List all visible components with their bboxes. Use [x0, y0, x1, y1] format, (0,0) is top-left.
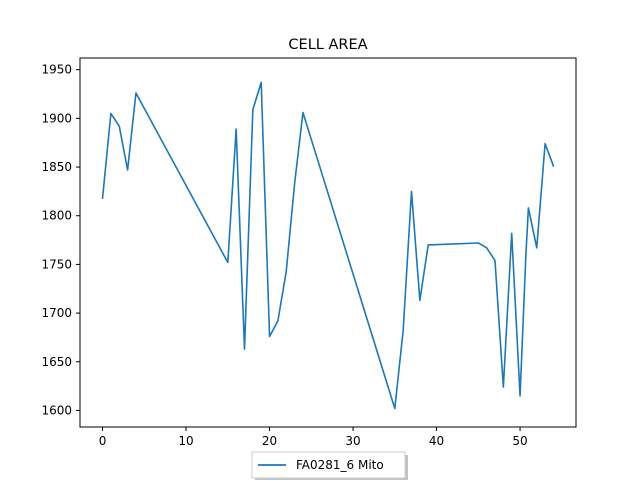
x-tick-label: 20 [262, 434, 277, 448]
x-tick-label: 10 [178, 434, 193, 448]
x-tick-label: 40 [429, 434, 444, 448]
legend-label: FA0281_6 Mito [296, 458, 384, 472]
y-tick-label: 1700 [41, 306, 72, 320]
y-tick-label: 1800 [41, 209, 72, 223]
y-tick-label: 1850 [41, 160, 72, 174]
y-tick-label: 1900 [41, 111, 72, 125]
y-axis: 1600 1650 1700 1750 1800 1850 1900 1950 [41, 63, 80, 417]
legend: FA0281_6 Mito [251, 451, 408, 480]
series-layer [101, 81, 555, 410]
chart-title: CELL AREA [288, 37, 367, 53]
series-line-0 [101, 81, 555, 410]
x-axis: 0 10 20 30 40 50 [99, 427, 528, 448]
y-tick-label: 1950 [41, 63, 72, 77]
y-tick-label: 1750 [41, 257, 72, 271]
x-tick-label: 50 [512, 434, 527, 448]
y-tick-label: 1650 [41, 355, 72, 369]
x-tick-label: 0 [99, 434, 107, 448]
plot-frame [79, 57, 577, 428]
y-tick-label: 1600 [41, 403, 72, 417]
plot-area [79, 57, 577, 428]
x-tick-label: 30 [345, 434, 360, 448]
